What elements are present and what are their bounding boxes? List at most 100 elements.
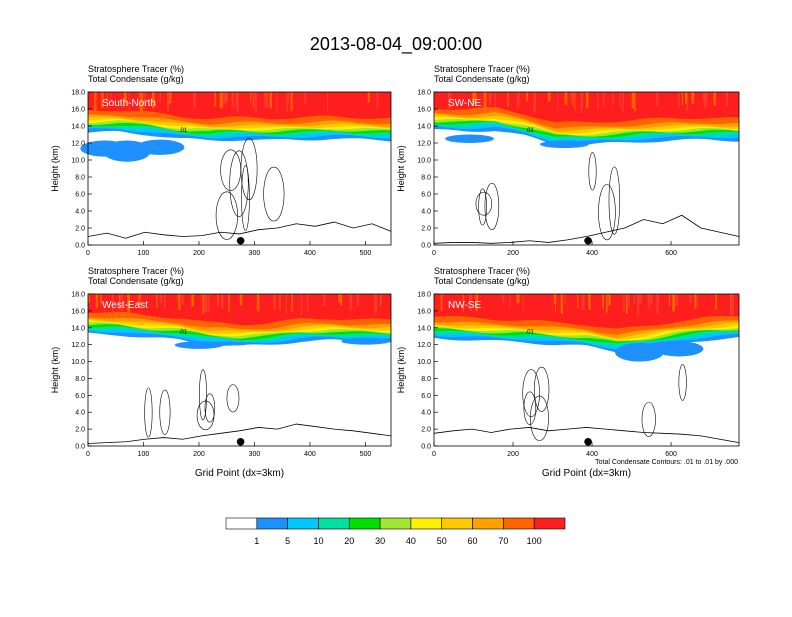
y-tick-label: 14.0 — [71, 325, 85, 332]
x-tick-label: 400 — [304, 250, 316, 257]
y-tick-label: 10.0 — [417, 359, 431, 366]
y-axis-label: Height (km) — [396, 347, 406, 394]
contour-label: .01 — [526, 128, 535, 134]
condensate-contour — [484, 182, 500, 231]
colorbar-label: 70 — [498, 536, 508, 546]
condensate-contour — [608, 166, 621, 235]
y-tick-label: 16.0 — [417, 308, 431, 315]
x-tick-label: 0 — [432, 451, 436, 458]
condensate-contour — [598, 184, 616, 241]
colorbar-segment — [410, 517, 443, 530]
y-tick-label: 12.0 — [417, 342, 431, 349]
panel-sw-ne: .01 SW-NE Stratosphere Tracer (%)Total Con… — [396, 64, 740, 257]
colorbar-label: 5 — [285, 536, 290, 546]
y-tick-label: 16.0 — [417, 107, 431, 114]
condensate-contour — [241, 165, 250, 231]
y-tick-label: 14.0 — [417, 124, 431, 131]
y-tick-label: 14.0 — [417, 325, 431, 332]
colorbar-segment — [379, 517, 412, 530]
y-tick-label: 2.0 — [421, 427, 431, 434]
tracer-low-blob — [174, 341, 224, 349]
x-tick-label: 200 — [507, 451, 519, 458]
contour-label: .01 — [526, 330, 535, 336]
condensate-contour — [522, 369, 540, 418]
y-axis-label: Height (km) — [396, 145, 406, 192]
panel-label: SW-NE — [448, 98, 481, 109]
terrain-line — [433, 427, 740, 444]
terrain-line — [87, 423, 392, 444]
panel-label: South-North — [102, 98, 156, 109]
colorbar-segment — [318, 517, 350, 530]
x-tick-label: 600 — [665, 451, 677, 458]
condensate-contour — [229, 150, 249, 217]
x-tick-label: 400 — [586, 451, 598, 458]
condensate-contour — [263, 166, 285, 222]
y-tick-label: 18.0 — [417, 292, 431, 299]
x-tick-label: 600 — [665, 250, 677, 257]
colorbar-label: 1 — [254, 536, 259, 546]
y-tick-label: 12.0 — [417, 141, 431, 148]
y-tick-label: 0.0 — [421, 243, 431, 250]
x-axis-label: Grid Point (dx=3km) — [542, 468, 631, 479]
colorbar-label: 40 — [406, 536, 416, 546]
location-dot — [584, 437, 592, 446]
y-tick-label: 6.0 — [75, 393, 85, 400]
tracer-band-9 — [88, 294, 391, 326]
x-tick-label: 500 — [360, 451, 372, 458]
y-axis-label: Height (km) — [50, 347, 60, 394]
panel-title-line2: Total Condensate (g/kg) — [88, 74, 184, 84]
colorbar-segment — [472, 517, 504, 530]
x-tick-label: 0 — [86, 250, 90, 257]
y-tick-label: 10.0 — [417, 158, 431, 165]
tracer-low-blob — [135, 139, 185, 155]
y-tick-label: 16.0 — [71, 308, 85, 315]
x-axis-label: Grid Point (dx=3km) — [195, 468, 284, 479]
colorbar-label: 10 — [313, 536, 323, 546]
plot-frame — [433, 91, 740, 246]
y-tick-label: 8.0 — [421, 175, 431, 182]
location-dot — [236, 236, 245, 245]
x-tick-label: 100 — [138, 451, 150, 458]
condensate-contour — [240, 137, 258, 201]
colorbar-segment — [225, 517, 258, 530]
y-tick-label: 0.0 — [75, 444, 85, 451]
x-tick-label: 500 — [360, 250, 372, 257]
condensate-contour — [196, 400, 215, 431]
condensate-contour — [588, 152, 597, 191]
colorbar: 1 5 10 20 30 40 50 60 70 100 — [225, 517, 566, 546]
colorbar-label: 30 — [375, 536, 385, 546]
x-tick-label: 0 — [432, 250, 436, 257]
panel-south-north: .01 South-North Stratosphere Tracer (%)Tot… — [50, 64, 392, 257]
location-dot — [584, 236, 592, 245]
tracer-low-blob — [654, 341, 704, 357]
tracer-low-blob — [341, 337, 390, 345]
panel-label: West-East — [102, 300, 148, 311]
condensate-contour — [226, 384, 240, 413]
y-tick-label: 4.0 — [75, 209, 85, 216]
tracer-band-9 — [88, 92, 391, 120]
plot-frame — [87, 293, 392, 447]
condensate-contour — [475, 191, 493, 216]
y-tick-label: 12.0 — [71, 141, 85, 148]
panel-west-east: .01 West-East Stratosphere Tracer (%)Total… — [50, 266, 392, 479]
panel-title-line1: Stratosphere Tracer (%) — [434, 64, 530, 74]
x-tick-label: 100 — [138, 250, 150, 257]
contour-label: .01 — [179, 128, 188, 134]
condensate-contour — [144, 387, 153, 438]
condensate-contour — [678, 364, 687, 401]
x-tick-label: 200 — [193, 451, 205, 458]
colorbar-segment — [533, 517, 566, 530]
panel-title-line1: Stratosphere Tracer (%) — [88, 64, 184, 74]
plot-frame — [433, 293, 740, 447]
condensate-contour — [204, 393, 216, 423]
y-tick-label: 14.0 — [71, 124, 85, 131]
colorbar-label: 60 — [468, 536, 478, 546]
panel-title-line1: Stratosphere Tracer (%) — [88, 266, 184, 276]
contour-label: .01 — [179, 330, 188, 336]
condensate-contour — [159, 389, 171, 435]
condensate-contour — [523, 391, 537, 425]
x-tick-label: 300 — [249, 451, 261, 458]
colorbar-segment — [287, 517, 319, 530]
x-tick-label: 300 — [249, 250, 261, 257]
y-tick-label: 8.0 — [75, 376, 85, 383]
